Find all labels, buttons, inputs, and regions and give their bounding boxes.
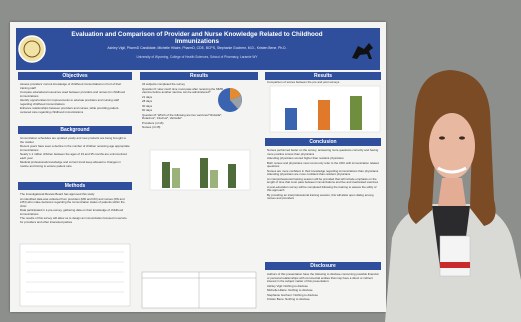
bullet-text: By providing an interprofessional traini… xyxy=(267,192,374,200)
poster-header xyxy=(16,28,380,70)
section-heading: Methods xyxy=(18,182,132,190)
bullet-text: Nurses performed better on the survey, a… xyxy=(267,149,379,156)
bullet-text: Comparison of scores between the pre and… xyxy=(267,81,340,84)
section-body: 34 subjects completed the survey Question… xyxy=(142,83,226,131)
bullet-text: An interprofessional training session wi… xyxy=(267,176,379,184)
pie-figure xyxy=(230,96,242,109)
badge xyxy=(439,235,471,277)
section-heading: Conclusion xyxy=(265,138,381,146)
bullet-text: Compare educational resources used betwe… xyxy=(20,90,125,98)
bullet-text: Identify opportunities for improvements … xyxy=(20,98,119,106)
bullet-text: Attending physicians scored higher than … xyxy=(267,156,344,160)
bullet-text: The results of this survey will allow us… xyxy=(20,216,127,224)
poster-title: Evaluation and Comparison of Provider an… xyxy=(71,31,323,45)
bullet-text: Providers (n=16) xyxy=(142,120,164,125)
section-heading: Results xyxy=(140,72,258,80)
bullet-text: Question 8: Which of the following are l… xyxy=(142,112,223,120)
bullet-text: Nurses (n=15) xyxy=(142,125,161,129)
bullet-text: Medical professionals knowledge and curr… xyxy=(20,160,121,168)
section-heading: Background xyxy=(18,126,132,134)
survey-figure xyxy=(19,243,131,307)
badge-band xyxy=(440,262,470,268)
logo-ring xyxy=(23,40,41,58)
neck xyxy=(438,178,466,206)
poster-authors: Ashley Vigil, PharmD Candidate, Michelle… xyxy=(107,46,287,50)
eye xyxy=(459,136,465,140)
section-body: Comparison of scores between the pre and… xyxy=(267,81,379,86)
table-figure xyxy=(141,271,257,309)
bullet-text: Nurses are more confident in their knowl… xyxy=(267,168,379,176)
bar-figure xyxy=(149,149,251,191)
bullet-text: Data participated in a pre-survey, gathe… xyxy=(20,208,124,216)
bullet-text: 28 days xyxy=(142,99,153,103)
bullet-text: Kristen Bene: Nothing to disclose xyxy=(267,297,310,301)
face xyxy=(429,113,475,179)
bullet-text: Stephanie Gochenr: Nothing to disclose xyxy=(267,292,318,297)
section-heading: Results xyxy=(265,72,381,80)
section-heading: Objectives xyxy=(18,72,132,80)
bullet-text: An identified data was collected from pr… xyxy=(20,196,125,208)
section-body: The Investigational Review Board has app… xyxy=(20,193,130,225)
hair xyxy=(408,70,496,226)
bullet-text: 21 days xyxy=(142,94,153,99)
section-body: Nurses performed better on the survey, a… xyxy=(267,149,379,202)
bullet-text: 30 days xyxy=(142,103,153,108)
section-body: Authors of this presentation have the fo… xyxy=(267,273,379,303)
bullet-text: Ashley Vigil: Nothing to disclose xyxy=(267,283,308,288)
bullet-text: 34 subjects completed the survey xyxy=(142,83,185,86)
bullet-text: Recent years have seen a decline in the … xyxy=(20,144,130,152)
bullet-text: Immunization schedules are updated yearl… xyxy=(20,137,127,144)
bullet-text: A post-education survey will be complete… xyxy=(267,184,377,192)
section-heading: Disclosure xyxy=(265,262,381,270)
bullet-text: Nearly 1.1 million children between the … xyxy=(20,152,127,160)
bullet-text: 60 days xyxy=(142,108,153,112)
bullet-text: Question 6: How much time must pass afte… xyxy=(142,86,223,94)
smile xyxy=(437,166,467,174)
logo-horse xyxy=(352,43,373,59)
section-body: Assess providers' current knowledge of c… xyxy=(20,83,130,115)
poster-affiliation: University of Wyoming, College of Health… xyxy=(136,55,258,59)
section-body: Immunization schedules are updated yearl… xyxy=(20,137,130,169)
bullet-text: The Investigational Review Board has app… xyxy=(20,193,95,196)
bullet-text: Assess providers' current knowledge of c… xyxy=(20,83,122,90)
bullet-text: Michelle Hilaire: Nothing to disclose xyxy=(267,288,313,292)
bullet-text: Both nurses and physicians most commonly… xyxy=(267,160,379,168)
logo xyxy=(18,35,46,63)
bullet-text: Authors of this presentation have the fo… xyxy=(267,273,379,283)
eye xyxy=(439,136,445,140)
bullet-text: Enhance relationships between providers … xyxy=(20,106,120,114)
bar-figure xyxy=(269,85,381,133)
